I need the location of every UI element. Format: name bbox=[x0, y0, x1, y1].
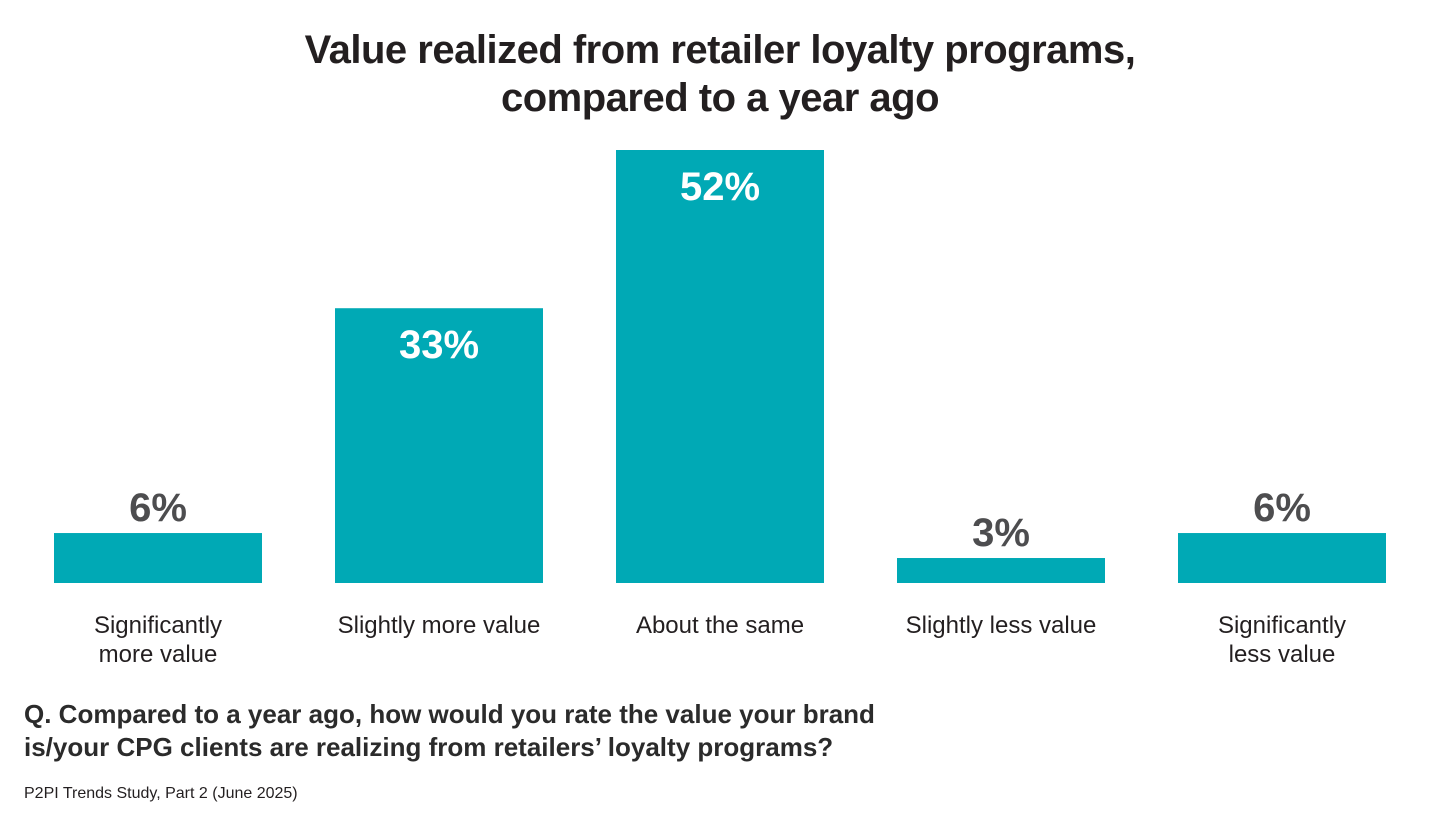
survey-question-line-2: is/your CPG clients are realizing from r… bbox=[24, 732, 834, 762]
category-label-0-line-0: Significantly bbox=[94, 612, 222, 639]
bar-3 bbox=[897, 558, 1105, 583]
bar-value-label-0: 6% bbox=[129, 486, 187, 530]
bar-value-label-4: 6% bbox=[1253, 486, 1311, 530]
bar-value-label-2: 52% bbox=[680, 165, 760, 209]
chart-title-line-1: Value realized from retailer loyalty pro… bbox=[304, 28, 1136, 72]
source-note: P2PI Trends Study, Part 2 (June 2025) bbox=[24, 785, 298, 802]
category-label-4-line-0: Significantly bbox=[1218, 612, 1346, 639]
bar-4 bbox=[1178, 533, 1386, 583]
bar-0 bbox=[54, 533, 262, 583]
bar-value-label-3: 3% bbox=[972, 511, 1030, 555]
category-label-2-line-0: About the same bbox=[636, 612, 804, 639]
chart-title-line-2: compared to a year ago bbox=[500, 76, 940, 120]
category-label-3-line-0: Slightly less value bbox=[906, 612, 1097, 639]
category-label-4-line-1: less value bbox=[1229, 641, 1336, 668]
category-label-0-line-1: more value bbox=[99, 641, 218, 668]
bar-value-label-1: 33% bbox=[399, 323, 479, 367]
bar-2 bbox=[616, 150, 824, 583]
category-label-1-line-0: Slightly more value bbox=[338, 612, 541, 639]
bar-1 bbox=[335, 308, 543, 583]
survey-question-line-1: Q. Compared to a year ago, how would you… bbox=[24, 699, 875, 729]
